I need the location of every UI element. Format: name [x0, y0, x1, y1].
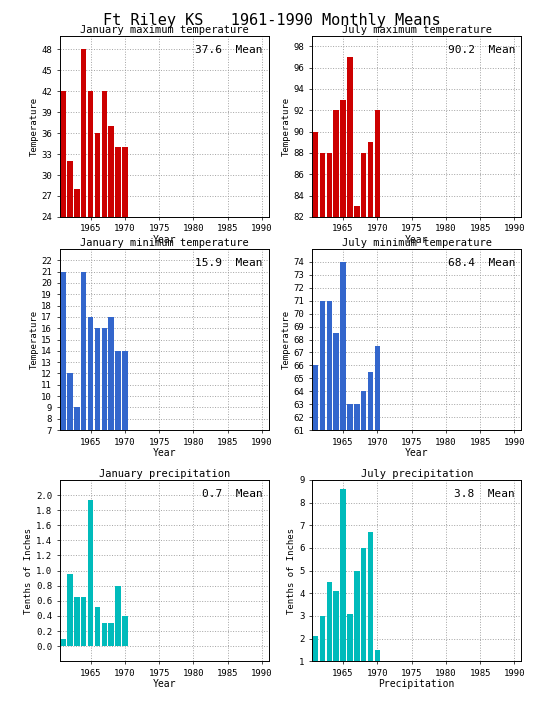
Bar	[313, 132, 318, 217]
Bar	[88, 91, 93, 217]
Bar	[313, 636, 318, 684]
Y-axis label: Temperature: Temperature	[29, 310, 39, 369]
Text: 90.2  Mean: 90.2 Mean	[447, 45, 515, 55]
Bar	[74, 597, 80, 646]
Bar	[375, 110, 380, 217]
Bar	[327, 301, 332, 430]
Bar	[94, 328, 100, 430]
Bar	[368, 372, 373, 430]
Bar	[354, 570, 359, 684]
X-axis label: Year: Year	[153, 448, 176, 458]
Title: July precipitation: July precipitation	[361, 469, 473, 479]
Title: July maximum temperature: July maximum temperature	[342, 25, 492, 35]
Bar	[333, 333, 339, 430]
Bar	[109, 624, 114, 646]
Bar	[320, 153, 325, 217]
Bar	[333, 591, 339, 684]
Bar	[67, 373, 73, 430]
Bar	[88, 501, 93, 646]
Bar	[340, 100, 346, 217]
Bar	[361, 548, 367, 684]
Bar	[122, 147, 128, 217]
Text: 68.4  Mean: 68.4 Mean	[447, 258, 515, 268]
Text: 3.8  Mean: 3.8 Mean	[454, 489, 515, 499]
Bar	[361, 153, 367, 217]
Bar	[81, 50, 86, 217]
Y-axis label: Tenths of Inches: Tenths of Inches	[24, 528, 33, 614]
Bar	[122, 616, 128, 646]
Bar	[94, 133, 100, 217]
Bar	[60, 272, 66, 430]
Bar	[375, 346, 380, 430]
Bar	[88, 317, 93, 430]
Bar	[67, 161, 73, 217]
Bar	[347, 57, 352, 217]
Bar	[340, 489, 346, 684]
Bar	[102, 328, 107, 430]
X-axis label: Year: Year	[405, 448, 428, 458]
Text: 37.6  Mean: 37.6 Mean	[195, 45, 262, 55]
Bar	[81, 272, 86, 430]
Bar	[327, 582, 332, 684]
Bar	[354, 206, 359, 217]
Y-axis label: Tenths of Inches: Tenths of Inches	[287, 528, 296, 614]
Bar	[74, 407, 80, 430]
Y-axis label: Temperature: Temperature	[282, 97, 291, 156]
X-axis label: Year: Year	[405, 235, 428, 245]
Bar	[313, 365, 318, 430]
Bar	[122, 351, 128, 430]
Bar	[81, 597, 86, 646]
Bar	[115, 147, 121, 217]
Bar	[94, 607, 100, 646]
Y-axis label: Temperature: Temperature	[282, 310, 291, 369]
Bar	[60, 638, 66, 646]
X-axis label: Precipitation: Precipitation	[378, 679, 455, 689]
X-axis label: Year: Year	[153, 235, 176, 245]
Bar	[375, 650, 380, 684]
Bar	[74, 189, 80, 217]
Bar	[67, 574, 73, 646]
Bar	[115, 351, 121, 430]
Bar	[320, 616, 325, 684]
Bar	[327, 153, 332, 217]
Bar	[102, 91, 107, 217]
Y-axis label: Temperature: Temperature	[29, 97, 39, 156]
Bar	[368, 142, 373, 217]
Text: Ft Riley KS   1961-1990 Monthly Means: Ft Riley KS 1961-1990 Monthly Means	[103, 13, 440, 28]
Bar	[347, 614, 352, 684]
Text: 15.9  Mean: 15.9 Mean	[195, 258, 262, 268]
Bar	[115, 586, 121, 646]
Bar	[347, 405, 352, 430]
Bar	[109, 317, 114, 430]
Bar	[102, 624, 107, 646]
Bar	[361, 391, 367, 430]
Text: 0.7  Mean: 0.7 Mean	[202, 489, 262, 499]
Title: July minimum temperature: July minimum temperature	[342, 238, 492, 248]
Bar	[60, 91, 66, 217]
Bar	[368, 532, 373, 684]
Title: January maximum temperature: January maximum temperature	[80, 25, 249, 35]
Title: January minimum temperature: January minimum temperature	[80, 238, 249, 248]
Bar	[320, 301, 325, 430]
Bar	[109, 127, 114, 217]
Bar	[340, 262, 346, 430]
Bar	[333, 110, 339, 217]
X-axis label: Year: Year	[153, 679, 176, 689]
Title: January precipitation: January precipitation	[99, 469, 230, 479]
Bar	[354, 405, 359, 430]
